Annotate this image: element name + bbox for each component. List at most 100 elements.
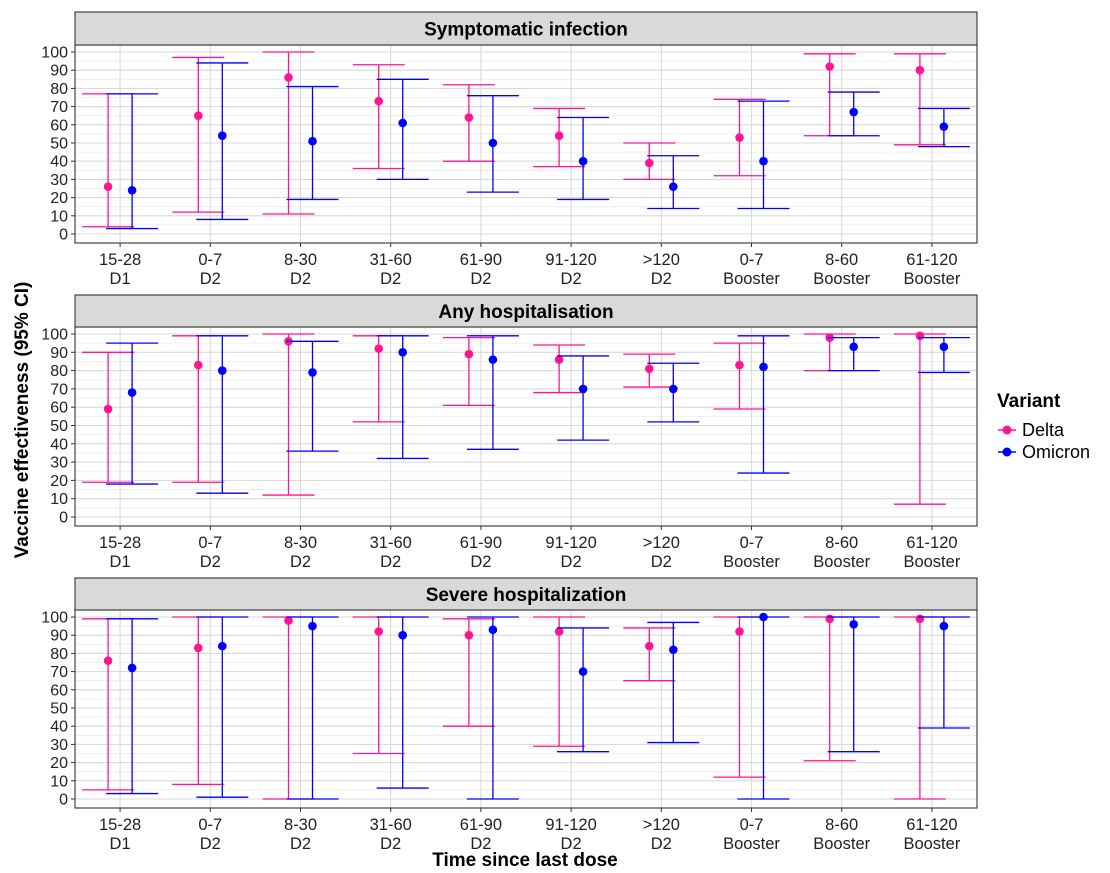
point-estimate	[735, 133, 744, 142]
point-estimate	[488, 355, 498, 364]
y-tick-label: 100	[41, 327, 68, 344]
point-estimate	[488, 625, 498, 635]
x-tick-label: 61-90	[460, 251, 502, 269]
point-estimate	[554, 131, 564, 141]
x-tick-label: 31-60	[370, 534, 412, 552]
x-tick-label: 61-120	[906, 816, 957, 834]
point-estimate	[103, 656, 113, 665]
x-tick-label: D2	[380, 835, 401, 853]
point-estimate	[939, 342, 949, 352]
x-tick-label: >120	[643, 816, 680, 834]
point-estimate	[284, 616, 293, 625]
x-tick-label: 8-60	[825, 534, 858, 552]
x-tick-label: D1	[110, 553, 131, 571]
x-tick-label: Booster	[723, 553, 780, 571]
y-tick-label: 30	[50, 737, 68, 754]
y-tick-label: 90	[50, 628, 68, 645]
point-estimate	[939, 621, 949, 631]
legend-item-delta: Delta	[998, 420, 1065, 440]
y-tick-label: 90	[50, 63, 68, 80]
plot-background	[75, 610, 977, 808]
legend-label-delta: Delta	[1022, 420, 1065, 440]
x-tick-label: 15-28	[99, 534, 141, 552]
point-estimate	[669, 384, 678, 394]
legend-key-dot-delta	[1002, 425, 1012, 435]
point-estimate	[578, 667, 588, 676]
y-tick-label: 70	[50, 664, 68, 681]
x-tick-label: D2	[200, 835, 221, 853]
point-estimate	[735, 627, 744, 636]
point-estimate	[194, 643, 203, 653]
x-tick-label: Booster	[723, 835, 780, 853]
point-estimate	[759, 156, 768, 166]
y-tick-label: 20	[50, 473, 68, 490]
point-estimate	[308, 136, 317, 146]
point-estimate	[669, 182, 678, 191]
point-estimate	[825, 62, 834, 71]
point-estimate	[488, 138, 498, 148]
y-tick-label: 50	[50, 701, 68, 718]
x-tick-label: D2	[470, 835, 491, 853]
x-tick-label: >120	[643, 534, 680, 552]
point-estimate	[284, 73, 293, 82]
point-estimate	[915, 331, 925, 341]
x-tick-label: 0-7	[198, 251, 222, 269]
point-estimate	[759, 612, 768, 622]
y-tick-label: 10	[50, 773, 68, 790]
y-tick-label: 0	[59, 510, 68, 527]
panel-strip	[74, 294, 978, 328]
y-tick-label: 0	[59, 227, 68, 244]
x-axis-title: Time since last dose	[432, 850, 618, 871]
point-estimate	[939, 122, 949, 131]
point-estimate	[127, 663, 137, 673]
point-estimate	[578, 156, 588, 166]
point-estimate	[849, 619, 858, 629]
panel-3: Severe hospitalization010203040506070809…	[41, 577, 978, 853]
x-tick-label: D2	[470, 553, 491, 571]
point-estimate	[849, 107, 858, 117]
y-tick-label: 40	[50, 436, 68, 453]
x-tick-label: D2	[561, 270, 582, 288]
point-estimate	[554, 627, 564, 636]
y-tick-label: 80	[50, 363, 68, 380]
x-tick-label: Booster	[903, 270, 960, 288]
point-estimate	[374, 96, 384, 106]
legend-key-dot-omicron	[1002, 447, 1012, 457]
x-tick-label: >120	[643, 251, 680, 269]
series-omicron	[106, 335, 970, 494]
point-estimate	[308, 621, 317, 631]
x-tick-label: 0-7	[740, 534, 764, 552]
point-estimate	[194, 111, 203, 120]
x-tick-label: 91-120	[545, 251, 596, 269]
y-tick-label: 40	[50, 154, 68, 171]
legend-item-omicron: Omicron	[998, 442, 1090, 462]
y-tick-label: 100	[41, 45, 68, 62]
y-tick-label: 30	[50, 172, 68, 189]
x-tick-label: 0-7	[740, 251, 764, 269]
point-estimate	[127, 186, 137, 195]
x-tick-label: 8-60	[825, 251, 858, 269]
x-tick-label: 0-7	[740, 816, 764, 834]
point-estimate	[127, 388, 137, 397]
x-tick-label: 91-120	[545, 534, 596, 552]
plot-background	[75, 45, 977, 243]
series-omicron	[106, 612, 970, 800]
x-tick-label: 61-90	[460, 534, 502, 552]
y-tick-label: 20	[50, 755, 68, 772]
point-estimate	[308, 368, 317, 377]
x-tick-label: 61-120	[906, 534, 957, 552]
y-tick-label: 50	[50, 418, 68, 435]
x-tick-label: D2	[290, 553, 311, 571]
x-tick-label: D2	[200, 270, 221, 288]
point-estimate	[735, 360, 744, 370]
x-tick-label: D1	[110, 835, 131, 853]
point-estimate	[218, 366, 227, 375]
point-estimate	[825, 614, 834, 624]
x-tick-label: Booster	[903, 553, 960, 571]
point-estimate	[398, 348, 408, 357]
x-tick-label: 91-120	[545, 816, 596, 834]
series-delta	[82, 331, 946, 505]
point-estimate	[915, 614, 925, 624]
point-estimate	[554, 355, 564, 364]
